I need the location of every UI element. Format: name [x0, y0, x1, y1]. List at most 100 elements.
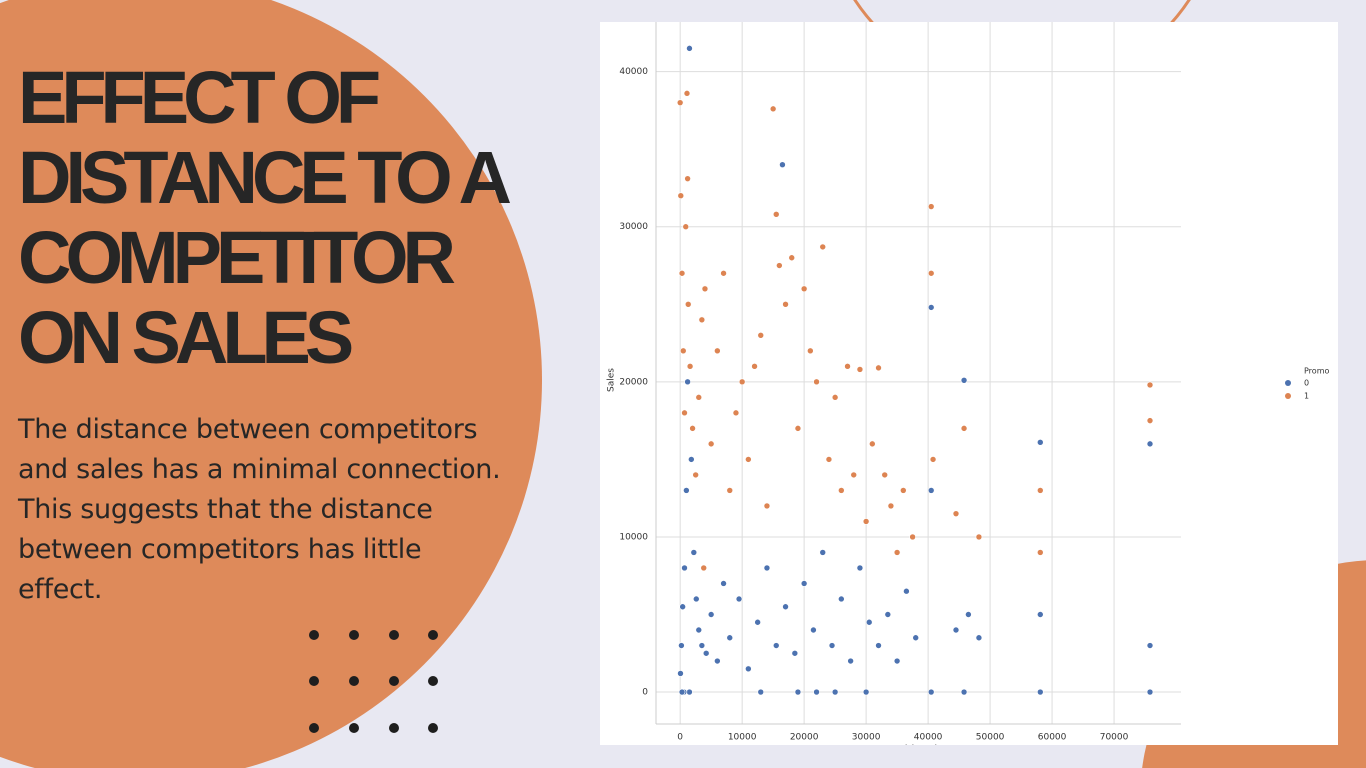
point: [856, 564, 864, 572]
point: [1036, 439, 1044, 446]
point: [779, 161, 786, 168]
point: [813, 378, 820, 386]
point: [776, 262, 783, 269]
point: [681, 564, 688, 572]
point: [909, 533, 916, 541]
point: [1036, 688, 1044, 696]
orange-circle: [0, 0, 542, 768]
point: [850, 471, 858, 479]
point: [900, 487, 907, 494]
point: [819, 549, 827, 556]
point: [772, 211, 780, 218]
legend-marker: [1285, 393, 1291, 399]
point: [692, 595, 700, 603]
point: [769, 105, 777, 113]
point: [975, 634, 983, 642]
point: [678, 688, 686, 696]
dot-grid: [309, 630, 438, 733]
point: [757, 332, 765, 339]
point: [831, 394, 839, 401]
point: [726, 634, 734, 642]
point: [690, 549, 698, 556]
title-line: EFFECT OF: [18, 56, 381, 139]
point: [732, 409, 740, 417]
point: [745, 665, 752, 673]
point: [738, 378, 746, 386]
legend-label: 1: [1304, 392, 1309, 401]
point: [912, 634, 920, 642]
point: [927, 487, 935, 494]
y-axis-label: Sales: [607, 368, 617, 392]
title-line: COMPETITOR: [18, 216, 456, 299]
point: [681, 409, 688, 417]
point: [952, 626, 960, 634]
point: [927, 304, 935, 311]
point: [688, 456, 695, 463]
point: [684, 378, 691, 386]
point: [735, 595, 743, 603]
point: [686, 363, 694, 370]
y-tick-label: 20000: [619, 377, 648, 387]
point: [869, 440, 876, 448]
point: [684, 175, 691, 182]
point: [881, 471, 889, 479]
point: [726, 487, 734, 494]
x-axis-label: CompetitionDistance: [866, 744, 971, 745]
point: [960, 688, 968, 696]
point: [1146, 417, 1154, 424]
point: [862, 688, 870, 696]
point: [751, 363, 758, 370]
x-tick-label: 70000: [1100, 733, 1129, 743]
slide-title: EFFECT OF DISTANCE TO A COMPETITOR ON SALES: [18, 56, 512, 378]
y-tick-label: 0: [642, 688, 648, 698]
x-tick-label: 60000: [1038, 733, 1067, 743]
point: [698, 316, 706, 324]
point: [678, 269, 686, 277]
point: [884, 611, 892, 618]
point: [1146, 440, 1154, 448]
point: [763, 564, 771, 572]
point: [929, 456, 937, 463]
body-line: and sales has a minimal connection.: [18, 454, 501, 485]
series-points: [676, 90, 1154, 572]
body-line: This suggests that the distance: [18, 494, 433, 525]
point: [893, 549, 901, 556]
point: [692, 471, 699, 479]
point: [791, 649, 799, 657]
point: [960, 425, 968, 432]
point: [686, 688, 693, 696]
point: [825, 456, 833, 463]
point: [927, 203, 935, 210]
point: [1146, 642, 1154, 649]
point: [927, 269, 935, 277]
point: [700, 564, 708, 572]
point: [698, 642, 706, 649]
legend-title: Promo: [1304, 367, 1329, 376]
point: [677, 670, 684, 677]
point: [683, 487, 690, 494]
point: [927, 688, 935, 696]
point: [807, 347, 814, 355]
point: [838, 487, 845, 494]
point: [844, 363, 851, 370]
point: [838, 595, 845, 603]
x-tick-label: 50000: [976, 733, 1005, 743]
point: [782, 300, 789, 308]
legend-marker: [1285, 380, 1291, 386]
point: [1036, 487, 1044, 494]
point: [813, 688, 820, 696]
point: [800, 580, 808, 587]
point: [893, 657, 901, 665]
point: [887, 502, 895, 510]
point: [794, 688, 802, 696]
body-line: The distance between competitors: [18, 414, 478, 445]
y-tick-label: 30000: [619, 222, 648, 232]
point: [701, 285, 709, 293]
x-tick-label: 20000: [790, 733, 819, 743]
point: [683, 90, 691, 97]
body-line: between competitors has little: [18, 534, 422, 565]
point: [975, 533, 983, 541]
point: [847, 657, 854, 665]
point: [819, 243, 827, 251]
